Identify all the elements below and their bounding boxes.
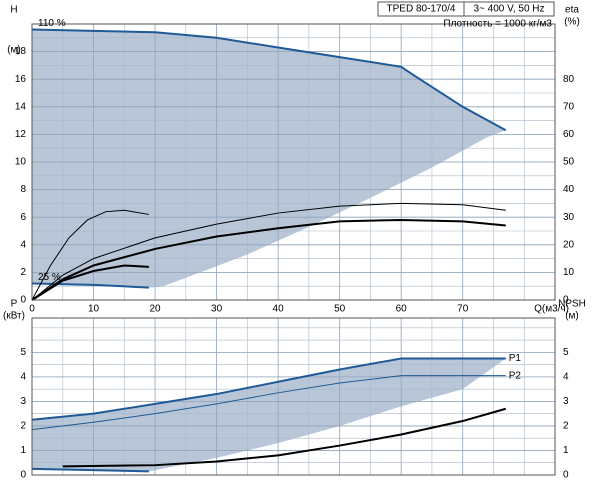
chart-title: TPED 80-170/4 <box>387 4 456 15</box>
y-tick-label: 6 <box>20 212 26 223</box>
curve <box>62 407 507 468</box>
y2-tick-label: 4 <box>563 372 569 383</box>
y-tick-label: 0 <box>20 295 26 306</box>
chart-subtitle: 3~ 400 V, 50 Hz <box>473 4 544 15</box>
curve <box>31 357 506 421</box>
curve <box>31 202 506 301</box>
y-tick-label: 5 <box>20 347 26 358</box>
curve <box>31 209 149 301</box>
y2-axis-label: NPSH <box>558 299 586 310</box>
operating-area <box>32 29 506 288</box>
y-tick-label: 8 <box>20 184 26 195</box>
x-tick-label: 0 <box>29 304 35 315</box>
y2-tick-label: 10 <box>563 267 575 278</box>
annotation: Плотность = 1000 кг/м3 <box>443 19 552 30</box>
y2-axis-label: eta <box>565 5 579 16</box>
operating-area <box>32 358 506 472</box>
y-tick-label: 4 <box>20 239 26 250</box>
x-tick-label: 10 <box>88 304 100 315</box>
y2-axis-label: (м) <box>565 311 579 322</box>
y2-tick-label: 2 <box>563 421 569 432</box>
y2-tick-label: 20 <box>563 239 575 250</box>
x-tick-label: 70 <box>457 304 469 315</box>
y-axis-label: P <box>11 299 18 310</box>
y-axis-label: H <box>10 5 17 16</box>
series-label: 25 % <box>38 272 61 283</box>
y2-tick-label: 3 <box>563 396 569 407</box>
x-tick-label: 40 <box>273 304 285 315</box>
plot-frame <box>31 23 556 301</box>
y-tick-label: 4 <box>20 372 26 383</box>
x-tick-label: 60 <box>396 304 408 315</box>
y-tick-label: 0 <box>20 470 26 480</box>
x-tick-label: 20 <box>149 304 161 315</box>
y-tick-label: 12 <box>15 129 27 140</box>
curve <box>31 264 149 301</box>
x-tick-label: 50 <box>334 304 346 315</box>
x-tick-label: 30 <box>211 304 223 315</box>
series-label: P2 <box>509 370 522 381</box>
y-tick-label: 16 <box>15 74 27 85</box>
y2-tick-label: 0 <box>563 470 569 480</box>
curve <box>31 218 506 301</box>
y-tick-label: 2 <box>20 421 26 432</box>
y2-tick-label: 1 <box>563 445 569 456</box>
x-axis-label: Q(м3/ч) <box>534 304 569 315</box>
y2-tick-label: 70 <box>563 101 575 112</box>
y2-tick-label: 30 <box>563 212 575 223</box>
title-box <box>377 1 555 17</box>
y-tick-label: 10 <box>15 157 27 168</box>
curve <box>31 467 149 473</box>
y2-axis-label: (%) <box>564 17 580 28</box>
y2-tick-label: 60 <box>563 129 575 140</box>
y-tick-label: 1 <box>20 445 26 456</box>
y-tick-label: 18 <box>15 46 27 57</box>
y-axis-label: (кВт) <box>3 311 25 322</box>
plot-frame <box>31 317 556 476</box>
y2-tick-label: 5 <box>563 347 569 358</box>
y2-tick-label: 0 <box>563 295 569 306</box>
y-tick-label: 14 <box>15 101 27 112</box>
y-tick-label: 2 <box>20 267 26 278</box>
curve <box>31 28 507 132</box>
series-label: 110 % <box>38 18 66 29</box>
y2-tick-label: 50 <box>563 157 575 168</box>
y-tick-label: 3 <box>20 396 26 407</box>
y2-tick-label: 40 <box>563 184 575 195</box>
y-axis-label: (м) <box>7 45 21 56</box>
y2-tick-label: 80 <box>563 74 575 85</box>
series-label: P1 <box>509 353 522 364</box>
curve <box>31 375 506 431</box>
